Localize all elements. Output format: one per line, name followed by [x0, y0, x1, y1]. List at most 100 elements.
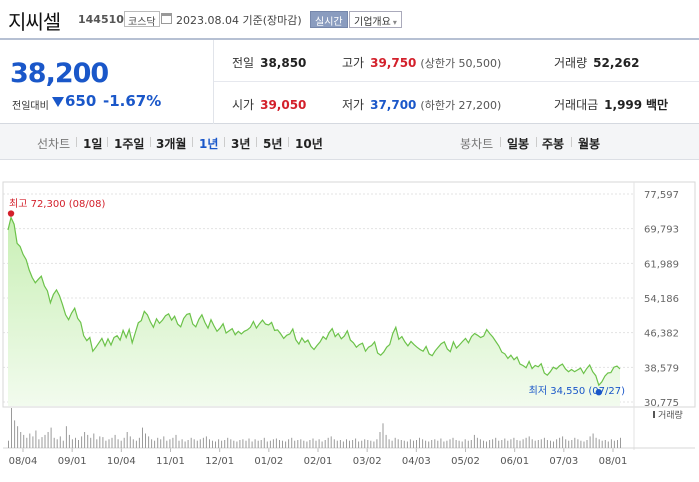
- volume-bar: [297, 440, 299, 448]
- period-1d[interactable]: 1일: [83, 137, 103, 151]
- volume-bar: [409, 439, 411, 448]
- volume-bar: [205, 436, 207, 448]
- min-point-marker: [595, 389, 602, 396]
- volume-bar: [275, 438, 277, 448]
- volume-bar: [294, 440, 296, 448]
- volume-bar: [315, 440, 317, 448]
- period-5y[interactable]: 5년: [263, 137, 283, 151]
- volume-bar: [416, 440, 417, 448]
- volume-bar: [358, 441, 360, 448]
- volume-bar: [467, 440, 469, 448]
- period-1y[interactable]: 1년: [199, 137, 219, 151]
- volume-bar: [41, 437, 43, 448]
- period-3y[interactable]: 3년: [231, 137, 251, 151]
- volume-bar: [172, 437, 174, 448]
- separator: [224, 137, 225, 147]
- candle-chart-label[interactable]: 봉차트: [460, 137, 494, 151]
- volume-bar: [303, 440, 305, 448]
- volume-bar: [479, 439, 481, 448]
- metrics-row-1: 전일 38,850 고가 39,750 (상한가 50,500) 거래량 52,262: [214, 40, 699, 82]
- volume-bar: [364, 439, 366, 448]
- volume-bar: [14, 420, 16, 448]
- x-tick-label: 08/04: [9, 456, 38, 467]
- volume-bar: [483, 440, 484, 448]
- candle-monthly[interactable]: 월봉: [578, 137, 601, 151]
- volume-bar: [376, 439, 378, 448]
- volume-bar: [617, 440, 618, 448]
- volume-bar: [385, 434, 387, 448]
- volume-bar: [531, 439, 533, 448]
- volume-bar: [501, 440, 503, 448]
- volume-bar: [239, 440, 241, 448]
- metric-value: 1,999: [604, 98, 643, 112]
- y-tick-label: 69,793: [644, 225, 679, 236]
- volume-bar: [181, 439, 183, 448]
- volume-bar: [288, 439, 290, 448]
- volume-bar: [263, 437, 265, 448]
- volume-bar: [230, 439, 232, 448]
- current-price-box: 38,200 전일대비 650 -1.67%: [0, 40, 214, 124]
- period-10y[interactable]: 10년: [295, 137, 323, 151]
- x-tick-label: 12/01: [205, 456, 234, 467]
- price-chart-svg[interactable]: 77,597 69,793 61,989 54,186 46,382 38,579 30,7…: [0, 160, 699, 482]
- volume-bar: [562, 436, 564, 448]
- volume-bar: [285, 441, 287, 448]
- price-area: [8, 217, 620, 406]
- volume-bar: [87, 434, 89, 448]
- volume-bar: [199, 439, 201, 448]
- volume-bar: [543, 437, 545, 448]
- period-3m[interactable]: 3개월: [156, 137, 187, 151]
- volume-bar: [324, 440, 326, 448]
- metric-label: 거래대금: [554, 98, 599, 112]
- volume-bar: [105, 440, 107, 448]
- volume-bar: [382, 423, 384, 448]
- volume-bar: [339, 440, 341, 448]
- volume-bar: [47, 432, 49, 448]
- candle-weekly[interactable]: 주봉: [542, 137, 565, 151]
- volume-bar: [59, 436, 61, 448]
- volume-bar: [604, 440, 606, 448]
- separator: [288, 137, 289, 147]
- volume-bar: [574, 437, 576, 448]
- volume-bar: [577, 439, 579, 448]
- volume-bar: [406, 441, 408, 448]
- period-1w[interactable]: 1주일: [114, 137, 145, 151]
- volume-bar: [546, 440, 548, 448]
- volume-bar: [583, 441, 585, 448]
- volume-bar: [568, 440, 570, 448]
- separator: [500, 137, 501, 147]
- price-chart[interactable]: 77,597 69,793 61,989 54,186 46,382 38,579 30,7…: [0, 160, 699, 482]
- volume-bar: [455, 440, 457, 448]
- max-label: 최고 72,300 (08/08): [9, 198, 105, 210]
- volume-bar: [279, 440, 280, 448]
- volume-bar: [53, 437, 55, 448]
- volume-bar: [114, 434, 116, 448]
- metric-label: 저가: [342, 98, 365, 112]
- volume-bar: [157, 437, 159, 448]
- metric-value: 37,700: [370, 98, 417, 112]
- separator: [536, 137, 537, 147]
- volume-bar: [84, 432, 86, 448]
- volume-bar: [163, 436, 165, 448]
- volume-bar: [196, 440, 198, 448]
- volume-bar: [160, 439, 162, 448]
- metric-low: 저가 37,700 (하한가 27,200): [342, 96, 501, 113]
- realtime-button[interactable]: 실시간: [310, 11, 348, 28]
- line-chart-label[interactable]: 선차트: [37, 137, 71, 151]
- candle-daily[interactable]: 일봉: [507, 137, 530, 151]
- stock-name: 지씨셀: [8, 10, 61, 34]
- volume-bar: [44, 434, 46, 448]
- max-point-marker: [7, 210, 15, 217]
- volume-bar: [248, 438, 250, 448]
- volume-bar: [312, 438, 314, 448]
- company-info-dropdown[interactable]: 기업개요 ▾: [349, 11, 402, 28]
- calendar-icon: [161, 13, 172, 24]
- y-tick-label: 61,989: [644, 259, 679, 270]
- volume-bar: [187, 440, 189, 448]
- volume-bar: [272, 439, 274, 448]
- volume-bar: [504, 438, 506, 448]
- separator: [256, 137, 257, 147]
- volume-bar: [175, 434, 177, 448]
- volume-bar: [434, 439, 436, 448]
- volume-bar: [534, 440, 536, 448]
